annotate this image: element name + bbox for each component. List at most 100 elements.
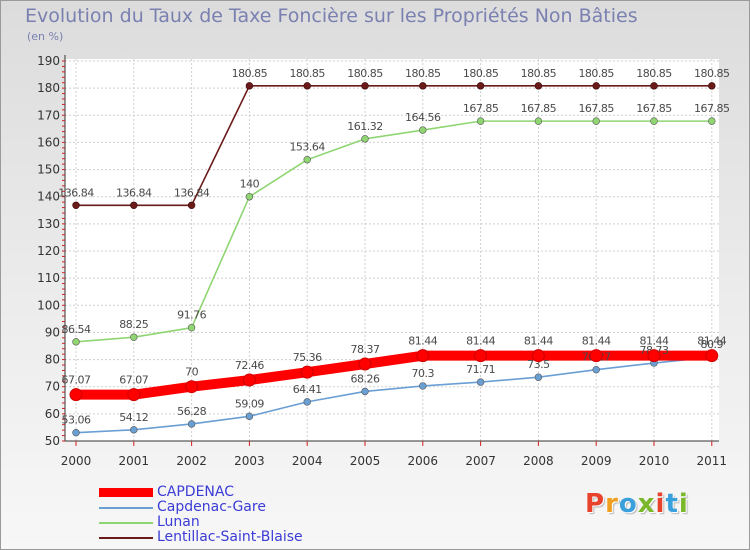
y-tick-label: 50 <box>45 434 60 448</box>
series-line <box>75 120 713 343</box>
data-point <box>69 388 83 402</box>
y-tick-label: 150 <box>37 163 60 177</box>
legend-item: Lentillac-Saint-Blaise <box>99 530 303 545</box>
x-tick-label: 2002 <box>176 454 207 468</box>
legend-label: Capdenac-Gare <box>157 499 266 515</box>
data-point <box>647 349 661 363</box>
data-label: 53.06 <box>62 414 91 427</box>
data-point <box>531 349 545 363</box>
data-point <box>361 82 369 90</box>
chart-legend: CAPDENAC Capdenac-Gare Lunan Lentillac-Sain… <box>99 485 303 545</box>
data-label: 59.09 <box>235 397 264 410</box>
legend-label: Lentillac-Saint-Blaise <box>157 529 303 545</box>
data-point <box>300 365 314 379</box>
y-tick-label: 110 <box>37 271 60 285</box>
data-point <box>303 398 311 406</box>
data-point <box>534 117 543 125</box>
data-point <box>187 420 196 428</box>
series-line <box>75 85 713 207</box>
data-label: 70 <box>185 366 198 379</box>
x-tick-label: 2004 <box>292 454 323 468</box>
data-label: 136.84 <box>116 186 152 199</box>
data-point <box>476 117 485 125</box>
data-label: 73.5 <box>527 358 550 371</box>
data-label: 180.85 <box>405 67 441 80</box>
legend-swatch <box>99 521 153 524</box>
data-point <box>303 155 311 164</box>
y-tick-label: 160 <box>37 135 60 149</box>
data-point <box>650 82 658 90</box>
y-tick-label: 60 <box>45 407 60 421</box>
data-point <box>534 82 543 90</box>
data-label: 81.44 <box>697 335 726 348</box>
data-point <box>185 380 199 394</box>
data-point <box>187 323 196 332</box>
data-point <box>245 412 254 421</box>
data-label: 180.85 <box>289 67 325 80</box>
x-tick-label: 2008 <box>523 454 554 468</box>
y-tick-label: 170 <box>37 108 60 122</box>
logo-letter: x <box>637 489 656 519</box>
x-tick-label: 2000 <box>61 454 92 468</box>
data-label: 161.32 <box>347 120 383 133</box>
data-point <box>130 201 138 209</box>
x-tick-label: 2003 <box>234 454 265 468</box>
unit-label: (en %) <box>27 30 64 43</box>
logo-letter: o <box>618 489 638 519</box>
data-point <box>130 426 138 434</box>
data-label: 167.85 <box>578 102 614 115</box>
y-tick-label: 80 <box>45 353 60 367</box>
data-point <box>474 349 488 363</box>
y-tick-label: 140 <box>37 190 60 204</box>
data-point <box>303 82 311 90</box>
x-tick-label: 2007 <box>465 454 496 468</box>
data-label: 67.07 <box>119 374 148 387</box>
data-label: 140 <box>240 178 260 191</box>
y-tick-label: 90 <box>45 325 60 339</box>
data-point <box>592 82 600 90</box>
data-point <box>72 201 80 209</box>
data-point <box>419 382 427 390</box>
x-tick-label: 2005 <box>350 454 381 468</box>
data-label: 81.44 <box>466 335 495 348</box>
data-point <box>130 333 138 341</box>
y-tick-label: 120 <box>37 244 60 258</box>
x-tick-label: 2009 <box>581 454 612 468</box>
data-label: 64.41 <box>293 383 322 396</box>
data-label: 153.64 <box>289 141 325 154</box>
data-point <box>361 135 369 143</box>
data-label: 180.85 <box>347 67 383 80</box>
logo-letter: r <box>605 489 619 519</box>
data-point <box>705 349 719 363</box>
data-label: 167.85 <box>636 102 672 115</box>
data-label: 86.54 <box>62 323 91 336</box>
legend-label: CAPDENAC <box>157 484 234 500</box>
data-label: 81.44 <box>408 335 437 348</box>
data-point <box>708 117 716 125</box>
data-point <box>72 338 80 346</box>
y-tick-label: 130 <box>37 217 60 231</box>
legend-swatch <box>99 506 153 509</box>
data-label: 167.85 <box>694 102 730 115</box>
data-point <box>245 193 254 201</box>
y-tick-label: 70 <box>45 380 60 394</box>
data-point <box>708 82 716 90</box>
data-point <box>476 378 485 386</box>
data-label: 54.12 <box>119 411 148 424</box>
data-label: 80.9 <box>701 338 724 351</box>
data-point <box>187 201 196 209</box>
legend-swatch <box>99 536 153 539</box>
data-label: 67.07 <box>62 374 91 387</box>
proxiti-logo: Proxiti <box>585 489 689 519</box>
data-point <box>534 373 543 381</box>
data-point <box>419 82 427 90</box>
data-label: 91.76 <box>177 309 206 322</box>
logo-letter: i <box>655 489 666 519</box>
x-tick-label: 2010 <box>639 454 670 468</box>
logo-letter: P <box>585 489 606 519</box>
series-line <box>75 356 713 434</box>
data-label: 70.3 <box>412 367 435 380</box>
legend-item: CAPDENAC <box>99 485 303 500</box>
data-point <box>650 117 658 125</box>
